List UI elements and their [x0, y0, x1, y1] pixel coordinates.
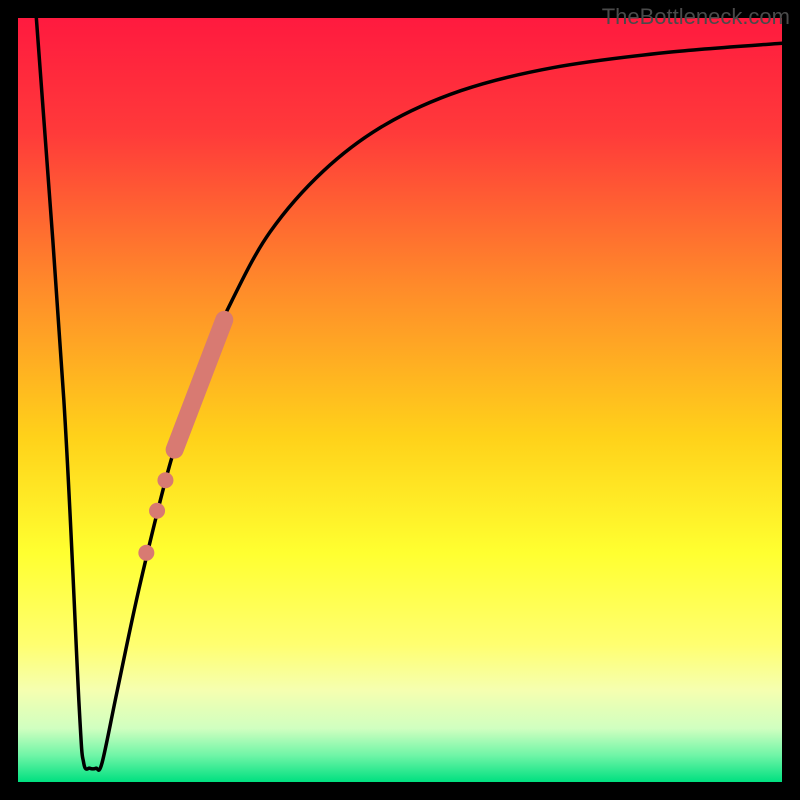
bottleneck-chart: TheBottleneck.com: [0, 0, 800, 800]
chart-svg: [0, 0, 800, 800]
watermark-text: TheBottleneck.com: [602, 4, 790, 30]
